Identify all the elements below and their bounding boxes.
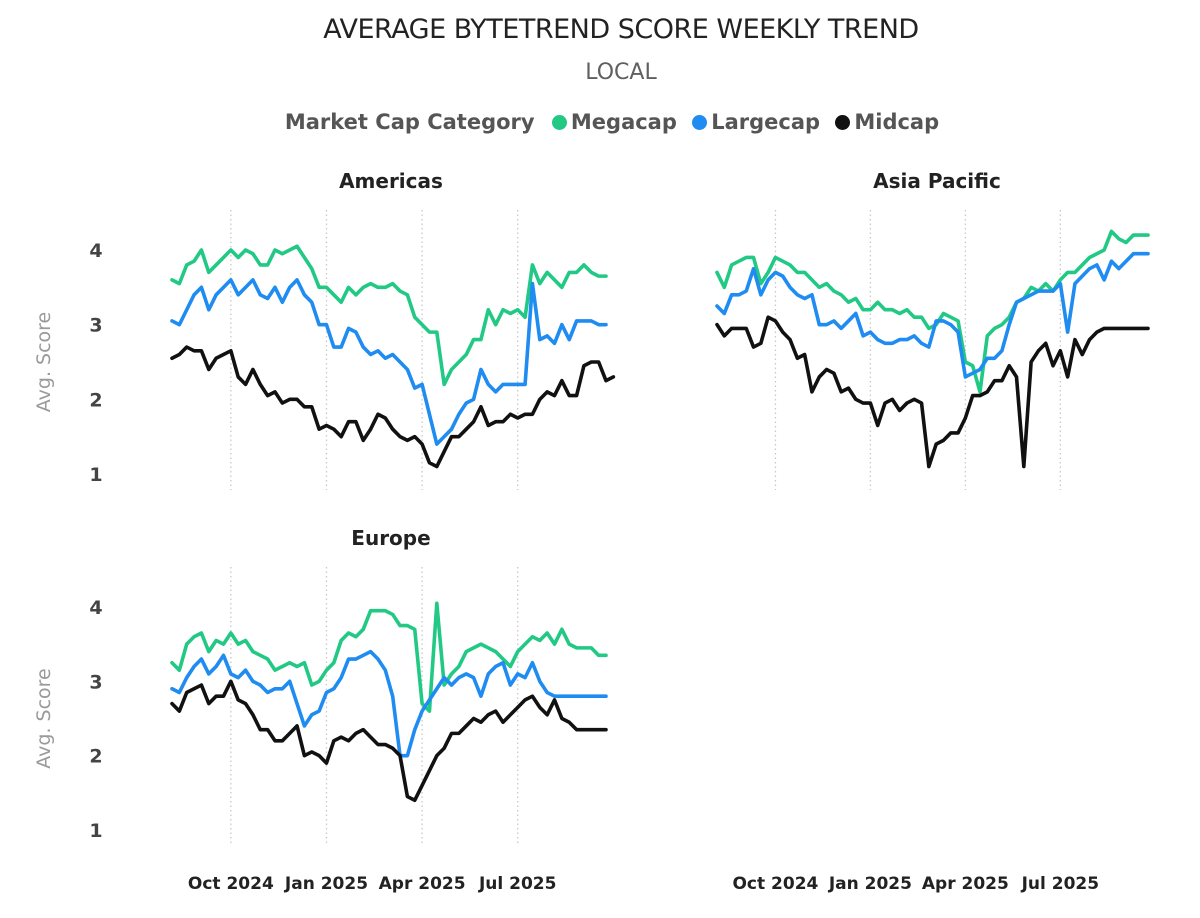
series-line-asia-pacific-midcap [715, 315, 1150, 469]
ytick-europe-0: 1 [89, 820, 102, 842]
xtick-europe-3: Jul 2025 [478, 874, 557, 894]
chart-title: AVERAGE BYTETREND SCORE WEEKLY TREND [323, 14, 919, 45]
panel-americas: Americas 1 2 3 4 Avg. Score [33, 169, 616, 490]
legend[interactable]: Market Cap Category Megacap Largecap Mid… [0, 110, 1200, 134]
legend-title: Market Cap Category [284, 110, 535, 134]
panel-title-europe: Europe [351, 526, 430, 550]
legend-dot-midcap-icon [835, 115, 851, 130]
xtick-europe-1: Jan 2025 [284, 874, 368, 894]
series-line-europe-largecap [170, 649, 608, 758]
series-line-europe-megacap [170, 601, 608, 713]
xtick-europe-2: Apr 2025 [379, 874, 466, 894]
ytick-europe-3: 4 [89, 597, 102, 619]
chart-subtitle: LOCAL [585, 60, 657, 85]
panel-title-americas: Americas [339, 169, 443, 193]
series-line-asia-pacific-megacap [715, 229, 1150, 394]
legend-label-midcap: Midcap [854, 110, 940, 134]
legend-label-megacap: Megacap [570, 110, 677, 134]
xtick-asia-pacific-3: Jul 2025 [1021, 874, 1100, 894]
series-line-americas-largecap [170, 278, 608, 446]
yaxis-label-americas: Avg. Score [33, 312, 55, 412]
xtick-asia-pacific-0: Oct 2024 [732, 874, 818, 894]
ytick-americas-0: 1 [89, 464, 102, 486]
ytick-europe-2: 3 [89, 671, 102, 693]
legend-label-largecap: Largecap [711, 110, 821, 134]
legend-item-megacap[interactable]: Megacap [551, 110, 684, 134]
series-line-asia-pacific-largecap [715, 251, 1150, 379]
panel-title-asia-pacific: Asia Pacific [873, 169, 1001, 193]
series-line-americas-midcap [170, 345, 616, 469]
xtick-europe-0: Oct 2024 [188, 874, 274, 894]
legend-item-largecap[interactable]: Largecap [692, 110, 827, 134]
series-line-europe-midcap [170, 679, 608, 803]
legend-item-midcap[interactable]: Midcap [835, 110, 939, 134]
ytick-europe-1: 2 [89, 746, 102, 768]
panel-europe: Europe 1 2 3 4 Avg. Score Oct 2024 Jan 2025 Apr … [33, 526, 608, 894]
ytick-americas-3: 4 [89, 240, 102, 262]
yaxis-label-europe: Avg. Score [33, 668, 55, 768]
panel-asia-pacific: Asia Pacific Oct 2024 Jan 2025 Apr 2025 Jul … [715, 169, 1150, 894]
ytick-americas-2: 3 [89, 315, 102, 337]
legend-dot-megacap-icon [551, 115, 567, 130]
xtick-asia-pacific-2: Apr 2025 [922, 874, 1009, 894]
legend-dot-largecap-icon [692, 115, 708, 130]
series-line-americas-megacap [170, 244, 608, 387]
ytick-americas-1: 2 [89, 389, 102, 411]
xtick-asia-pacific-1: Jan 2025 [828, 874, 912, 894]
